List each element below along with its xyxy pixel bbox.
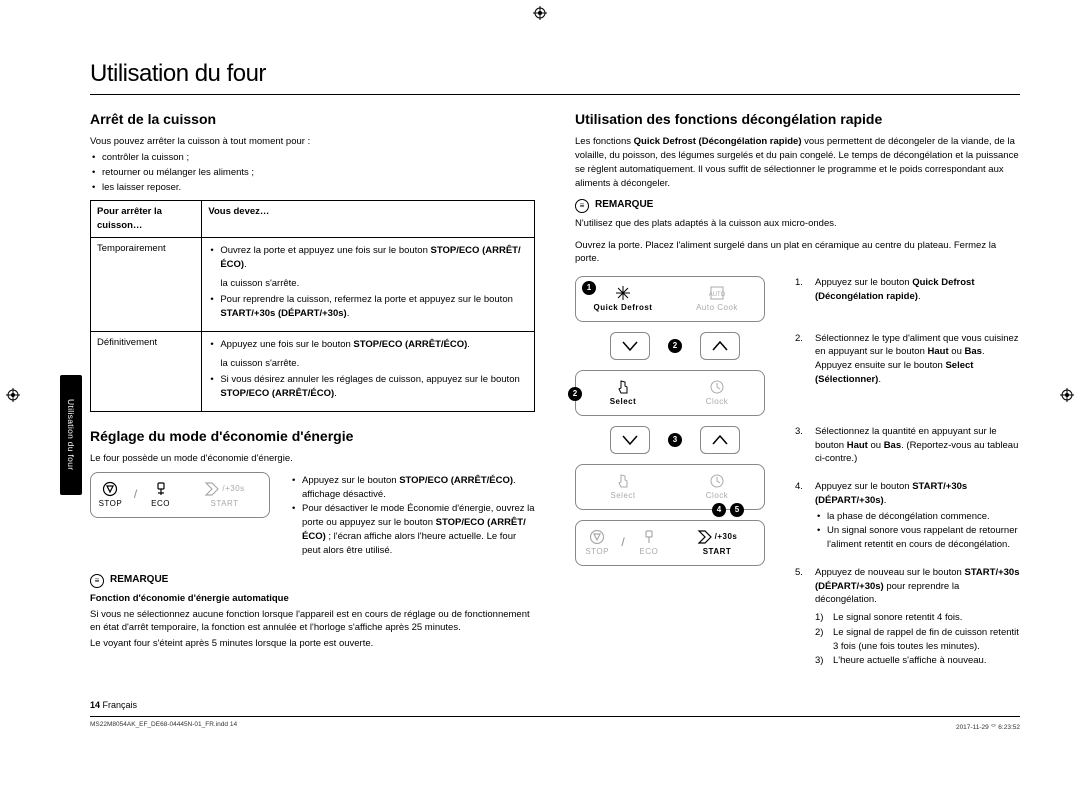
panel-clock: Clock: [670, 379, 764, 408]
list-item: contrôler la cuisson ;: [90, 151, 535, 165]
hand-tap-icon: [615, 473, 631, 489]
table-cell: Définitivement: [91, 331, 202, 411]
left-column: Arrêt de la cuisson Vous pouvez arrêter …: [90, 109, 535, 682]
heading-quick-defrost: Utilisation des fonctions décongélation …: [575, 109, 1020, 129]
panel-auto-cook: AUTO Auto Cook: [670, 285, 764, 314]
heading-stop-cooking: Arrêt de la cuisson: [90, 109, 535, 129]
auto-eco-text2: Le voyant four s'éteint après 5 minutes …: [90, 637, 535, 651]
manual-page: Utilisation du four Utilisation du four …: [0, 0, 1080, 790]
eco-icon: [153, 481, 169, 497]
page-title: Utilisation du four: [90, 60, 1020, 88]
defrost-panels: 1 Quick Defrost AUTO Auto Cook 2: [575, 276, 775, 566]
table-cell: Ouvrez la porte et appuyez une fois sur …: [202, 237, 535, 331]
registration-mark-top: [533, 6, 547, 20]
panel-stop-eco: STOP / ECO: [91, 481, 180, 510]
auto-icon: AUTO: [709, 285, 725, 301]
chevron-up-icon: [711, 434, 729, 446]
arrow-row: 2: [575, 332, 775, 360]
step-item: Appuyez de nouveau sur le bouton START/+…: [795, 566, 1020, 668]
footer-rule: [90, 716, 1020, 717]
table-head: Vous devez…: [202, 201, 535, 238]
panel-stop-eco: STOP / ECO: [576, 529, 670, 558]
control-panel-select-faded: Select Clock 4 5: [575, 464, 765, 510]
eco-intro: Le four possède un mode d'économie d'éne…: [90, 452, 535, 466]
eco-icon: [641, 529, 657, 545]
eco-panel-row: STOP / ECO /+30s START: [90, 472, 535, 564]
table-cell: Temporairement: [91, 237, 202, 331]
right-column: Utilisation des fonctions décongélation …: [575, 109, 1020, 682]
list-item: retourner ou mélanger les aliments ;: [90, 166, 535, 180]
start-icon: [204, 481, 220, 497]
stop-intro: Vous pouvez arrêter la cuisson à tout mo…: [90, 135, 535, 149]
defrost-layout: 1 Quick Defrost AUTO Auto Cook 2: [575, 276, 1020, 682]
defrost-steps: Appuyez sur le bouton Quick Defrost (Déc…: [795, 276, 1020, 682]
remarque-label: ≡ REMARQUE: [90, 573, 535, 588]
step-item: Sélectionnez le type d'aliment que vous …: [795, 332, 1020, 387]
auto-eco-text: Si vous ne sélectionnez aucune fonction …: [90, 608, 535, 636]
footer-date: 2017-11-29 ᄋ 6:23:52: [956, 721, 1020, 731]
start-icon: [697, 529, 713, 545]
chevron-down-icon: [621, 340, 639, 352]
svg-text:AUTO: AUTO: [709, 292, 725, 298]
up-arrow: [700, 332, 740, 360]
panel-select: Select: [576, 473, 670, 502]
table-row: Temporairement Ouvrez la porte et appuye…: [91, 237, 535, 331]
snowflake-icon: [615, 285, 631, 301]
title-rule: [90, 94, 1020, 95]
auto-eco-title: Fonction d'économie d'énergie automatiqu…: [90, 593, 289, 604]
print-footer: MS22M8054AK_EF_DE68-04445N-01_FR.indd 14…: [90, 721, 1020, 731]
stop-icon: [102, 481, 118, 497]
control-panel-defrost: 1 Quick Defrost AUTO Auto Cook: [575, 276, 765, 322]
stop-icon: [589, 529, 605, 545]
step-badge-2: 2: [668, 339, 682, 353]
table-row: Définitivement Appuyez une fois sur le b…: [91, 331, 535, 411]
panel-start: /+30s START: [180, 481, 269, 510]
note-icon: ≡: [575, 199, 589, 213]
eco-text: Appuyez sur le bouton STOP/ECO (ARRÊT/ÉC…: [290, 472, 535, 564]
panel-clock: Clock: [670, 473, 764, 502]
stop-table: Pour arrêter la cuisson… Vous devez… Tem…: [90, 200, 535, 411]
footer-file: MS22M8054AK_EF_DE68-04445N-01_FR.indd 14: [90, 721, 237, 731]
registration-mark-left: [6, 388, 20, 402]
hand-tap-icon: [615, 379, 631, 395]
table-cell: Appuyez une fois sur le bouton STOP/ECO …: [202, 331, 535, 411]
defrost-para1: Les fonctions Quick Defrost (Décongélati…: [575, 135, 1020, 190]
registration-mark-right: [1060, 388, 1074, 402]
table-head: Pour arrêter la cuisson…: [91, 201, 202, 238]
clock-icon: [709, 473, 725, 489]
control-panel-select: 2 Select Clock: [575, 370, 765, 416]
down-arrow: [610, 332, 650, 360]
arrow-row: 3: [575, 426, 775, 454]
step-badge-3: 3: [668, 433, 682, 447]
stop-intro-list: contrôler la cuisson ; retourner ou méla…: [90, 151, 535, 194]
defrost-para2: Ouvrez la porte. Placez l'aliment surgel…: [575, 239, 1020, 267]
side-tab: Utilisation du four: [60, 375, 82, 495]
heading-eco-mode: Réglage du mode d'économie d'énergie: [90, 426, 535, 446]
chevron-down-icon: [621, 434, 639, 446]
clock-icon: [709, 379, 725, 395]
defrost-note: N'utilisez que des plats adaptés à la cu…: [575, 217, 1020, 231]
remarque-label: ≡ REMARQUE: [575, 198, 1020, 213]
chevron-up-icon: [711, 340, 729, 352]
step-badge-4: 4: [712, 503, 726, 517]
control-panel-start: STOP / ECO /+30s: [575, 520, 765, 566]
note-icon: ≡: [90, 574, 104, 588]
up-arrow: [700, 426, 740, 454]
down-arrow: [610, 426, 650, 454]
step-badge-5: 5: [730, 503, 744, 517]
page-number: 14 Français: [90, 700, 1020, 710]
side-tab-label: Utilisation du four: [66, 399, 76, 470]
step-item: Sélectionnez la quantité en appuyant sur…: [795, 425, 1020, 466]
step-item: Appuyez sur le bouton Quick Defrost (Déc…: [795, 276, 1020, 304]
control-panel-eco: STOP / ECO /+30s START: [90, 472, 270, 518]
columns: Arrêt de la cuisson Vous pouvez arrêter …: [90, 109, 1020, 682]
panel-select: Select: [576, 379, 670, 408]
panel-start: /+30s START: [670, 529, 764, 558]
list-item: les laisser reposer.: [90, 181, 535, 195]
step-item: Appuyez sur le bouton START/+30s (DÉPART…: [795, 480, 1020, 552]
